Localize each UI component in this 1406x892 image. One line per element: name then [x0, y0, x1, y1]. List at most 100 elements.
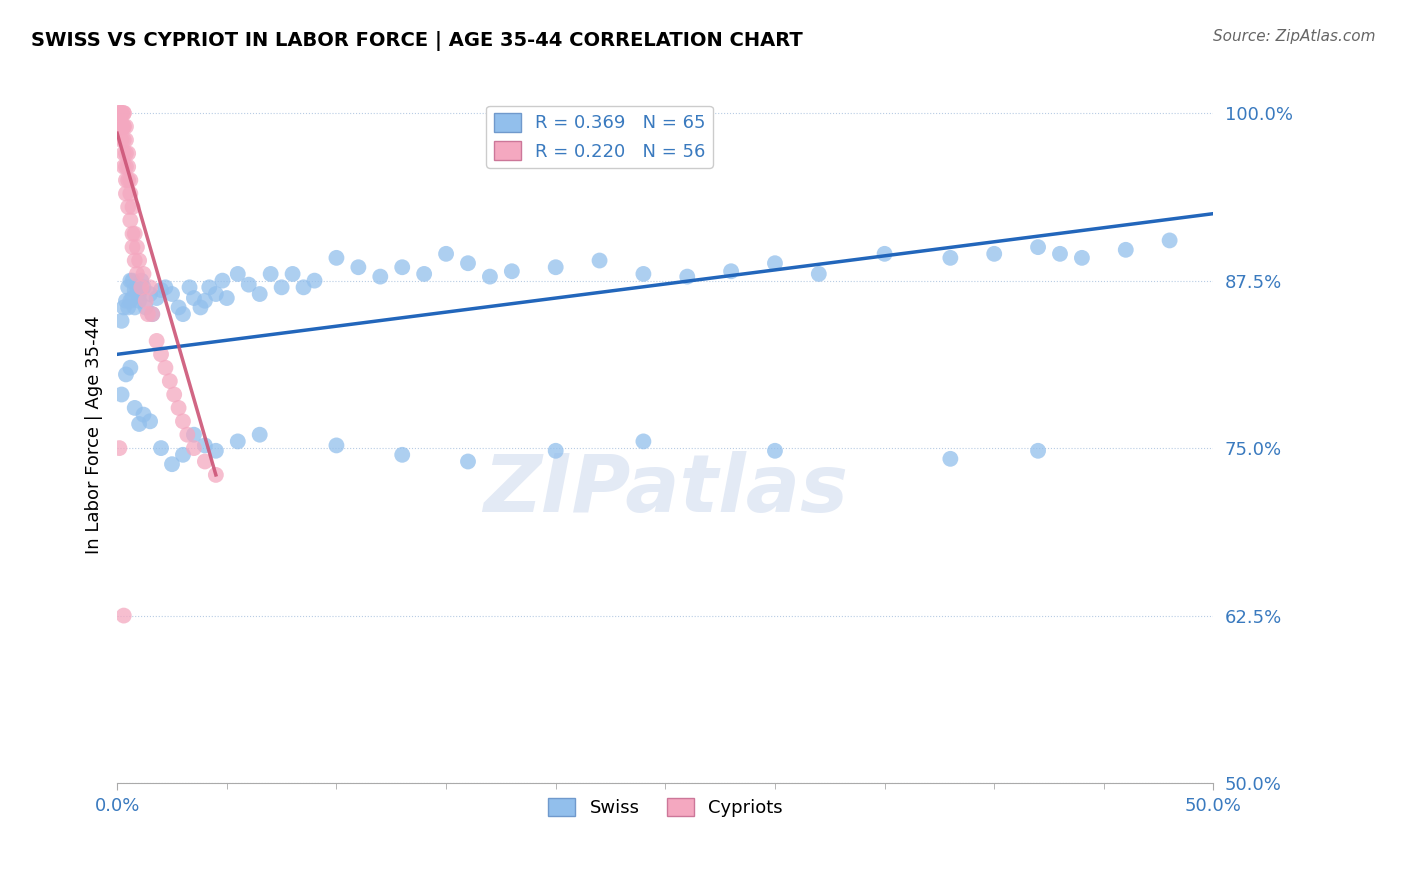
Point — [132, 280, 155, 294]
Point — [155, 280, 177, 294]
Point — [633, 267, 655, 281]
Point — [939, 451, 962, 466]
Point — [150, 441, 173, 455]
Point — [121, 240, 143, 254]
Point — [501, 264, 523, 278]
Text: Source: ZipAtlas.com: Source: ZipAtlas.com — [1212, 29, 1375, 44]
Point — [128, 417, 150, 431]
Point — [117, 301, 139, 315]
Point — [1049, 247, 1071, 261]
Point — [763, 256, 786, 270]
Point — [176, 427, 198, 442]
Point — [131, 274, 153, 288]
Point — [167, 301, 190, 315]
Point — [150, 283, 173, 297]
Point — [110, 106, 132, 120]
Point — [292, 280, 315, 294]
Point — [110, 106, 132, 120]
Point — [139, 280, 162, 294]
Point — [194, 293, 217, 308]
Point — [124, 227, 146, 241]
Point — [167, 401, 190, 415]
Point — [391, 448, 413, 462]
Point — [150, 347, 173, 361]
Point — [128, 293, 150, 308]
Point — [391, 260, 413, 275]
Point — [676, 269, 699, 284]
Point — [117, 146, 139, 161]
Point — [115, 293, 138, 308]
Point — [211, 274, 233, 288]
Point — [183, 441, 205, 455]
Point — [120, 186, 142, 201]
Point — [179, 280, 201, 294]
Point — [120, 360, 142, 375]
Point — [939, 251, 962, 265]
Point — [281, 267, 304, 281]
Point — [115, 186, 138, 201]
Point — [198, 280, 221, 294]
Point — [110, 120, 132, 134]
Point — [478, 269, 501, 284]
Point — [112, 106, 135, 120]
Point — [124, 253, 146, 268]
Point — [205, 287, 228, 301]
Point — [112, 160, 135, 174]
Point — [325, 438, 347, 452]
Point — [128, 287, 150, 301]
Text: ZIPatlas: ZIPatlas — [482, 451, 848, 530]
Point — [124, 283, 146, 297]
Point — [112, 146, 135, 161]
Point — [108, 106, 131, 120]
Point — [325, 251, 347, 265]
Point — [108, 106, 131, 120]
Point — [588, 253, 610, 268]
Point — [983, 247, 1005, 261]
Point — [110, 387, 132, 401]
Point — [145, 291, 167, 305]
Point — [141, 307, 163, 321]
Y-axis label: In Labor Force | Age 35-44: In Labor Force | Age 35-44 — [86, 316, 103, 554]
Point — [112, 301, 135, 315]
Point — [159, 374, 181, 388]
Point — [132, 408, 155, 422]
Point — [434, 247, 457, 261]
Point — [121, 227, 143, 241]
Point — [172, 448, 194, 462]
Point — [205, 443, 228, 458]
Point — [117, 200, 139, 214]
Point — [132, 267, 155, 281]
Point — [145, 334, 167, 348]
Point — [249, 427, 271, 442]
Point — [117, 173, 139, 187]
Point — [120, 213, 142, 227]
Point — [457, 256, 479, 270]
Point — [108, 441, 131, 455]
Point — [368, 269, 391, 284]
Point — [544, 260, 567, 275]
Point — [139, 414, 162, 428]
Point — [115, 173, 138, 187]
Point — [120, 173, 142, 187]
Point — [120, 293, 142, 308]
Point — [1070, 251, 1092, 265]
Point — [112, 608, 135, 623]
Point — [117, 280, 139, 294]
Point — [1026, 240, 1049, 254]
Point — [135, 293, 157, 308]
Point — [270, 280, 292, 294]
Point — [160, 457, 183, 471]
Point — [110, 133, 132, 147]
Point — [112, 120, 135, 134]
Point — [172, 414, 194, 428]
Point — [215, 291, 238, 305]
Point — [125, 267, 148, 281]
Point — [194, 454, 217, 468]
Point — [873, 247, 896, 261]
Point — [163, 387, 186, 401]
Text: SWISS VS CYPRIOT IN LABOR FORCE | AGE 35-44 CORRELATION CHART: SWISS VS CYPRIOT IN LABOR FORCE | AGE 35… — [31, 31, 803, 51]
Point — [108, 120, 131, 134]
Point — [139, 287, 162, 301]
Point — [226, 434, 249, 449]
Point — [763, 443, 786, 458]
